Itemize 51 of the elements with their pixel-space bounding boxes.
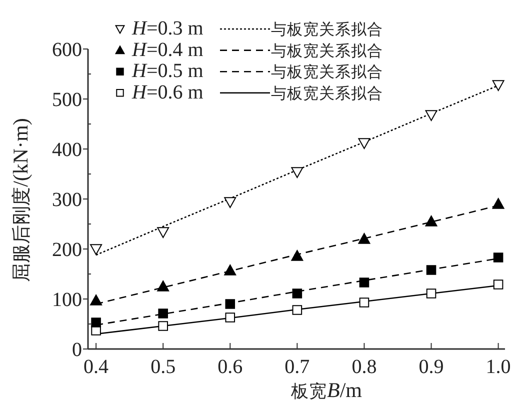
x-tick-label: 0.6 <box>218 356 243 378</box>
point <box>426 265 436 275</box>
y-tick-label: 200 <box>52 239 82 261</box>
point <box>426 288 436 298</box>
point <box>359 278 370 288</box>
y-tick-label: 600 <box>52 39 82 61</box>
point <box>224 197 236 208</box>
x-tick-label: 0.5 <box>150 356 176 378</box>
point <box>425 216 438 226</box>
point <box>493 280 504 290</box>
point <box>157 280 170 292</box>
x-tick-label: 0.4 <box>84 356 109 378</box>
point <box>492 198 504 209</box>
legend-label: 与板宽关系拟合 <box>271 42 383 60</box>
x-tick-label: 1.0 <box>486 356 511 378</box>
point <box>492 80 504 91</box>
legend-label: 与板宽关系拟合 <box>271 63 383 82</box>
y-tick-label: 400 <box>52 139 82 161</box>
point <box>224 264 236 276</box>
legend-label: H=0.6 m <box>131 82 204 104</box>
point <box>157 227 170 238</box>
legend-label: H=0.5 m <box>131 60 204 82</box>
legend-label: 与板宽关系拟合 <box>271 20 383 39</box>
x-tick-label: 0.9 <box>418 356 444 378</box>
point <box>158 308 168 318</box>
point <box>90 244 102 255</box>
y-axis-title: 屈服后刚度/(kN·m) <box>8 118 33 282</box>
point <box>225 312 236 322</box>
point <box>493 252 504 262</box>
point <box>91 318 101 328</box>
y-tick-label: 300 <box>52 189 82 211</box>
point <box>358 138 370 149</box>
point <box>291 167 304 178</box>
x-tick-label: 0.8 <box>352 356 377 378</box>
point <box>292 288 302 298</box>
y-tick-label: 100 <box>52 289 82 311</box>
point <box>90 294 102 306</box>
y-tick-label: 500 <box>52 89 82 111</box>
x-axis-title: 板宽B/m <box>290 378 362 402</box>
point <box>359 298 370 308</box>
point <box>358 233 370 244</box>
point <box>292 305 302 315</box>
legend-label: H=0.3 m <box>131 18 204 40</box>
point <box>225 299 236 309</box>
point <box>425 110 438 121</box>
legend-label: 与板宽关系拟合 <box>271 84 383 102</box>
point <box>291 250 304 261</box>
point <box>158 321 168 331</box>
y-tick-label: 0 <box>72 339 82 361</box>
legend-label: H=0.4 m <box>131 38 204 61</box>
x-tick-label: 0.7 <box>284 356 310 378</box>
